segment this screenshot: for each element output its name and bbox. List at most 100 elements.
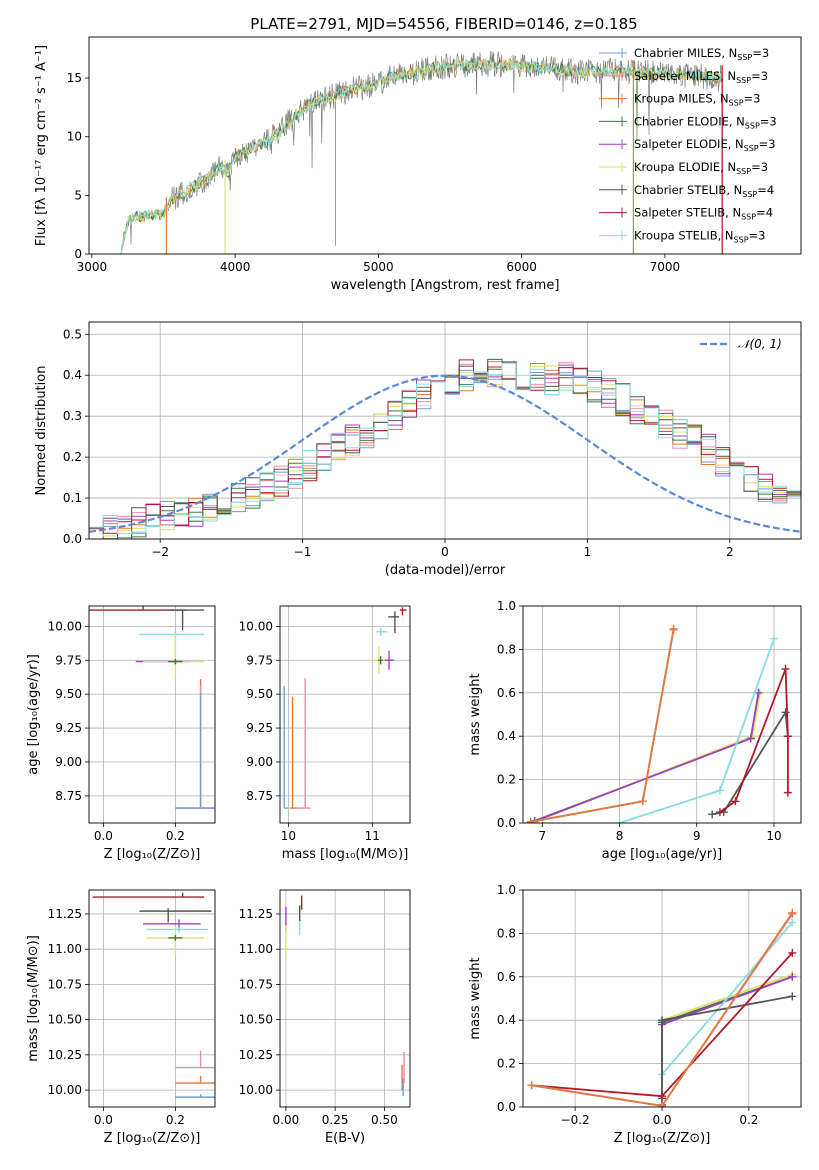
spectrum-legend-label: Salpeter MILES, NSSP=3 [634, 69, 768, 85]
weight-vs-z-ytick-label: 0.4 [497, 1013, 516, 1027]
mass-vs-z-ytick-label: 10.00 [48, 1083, 82, 1097]
weight-vs-age-marker [669, 624, 678, 633]
mass-vs-z-ytick-label: 10.75 [48, 977, 82, 991]
residuals-xtick-label: 0 [441, 545, 449, 559]
weight-vs-z-series-line [661, 975, 793, 1106]
age-vs-z-ytick-label: 10.00 [48, 619, 82, 633]
age-vs-mass-ytick-label: 9.50 [246, 687, 273, 701]
weight-vs-age-marker [783, 732, 792, 741]
age-vs-z-ytick-label: 9.00 [55, 755, 82, 769]
weight-vs-age-marker [754, 688, 763, 697]
spectrum-legend-label: Salpeter ELODIE, NSSP=3 [634, 137, 776, 153]
spectrum-model-line [120, 57, 722, 254]
age-vs-z-ylabel: age [log₁₀(age/yr)] [26, 654, 41, 775]
weight-vs-age-marker [715, 786, 724, 795]
weight-vs-z-ylabel: mass weight [468, 957, 483, 1039]
age-vs-z-plot [89, 606, 215, 809]
mass-vs-ebv-axes: 0.00 0.25 0.50 10.00 10.25 10.50 10.75 11.00 11.… [239, 890, 410, 1146]
gaussian-curve [89, 374, 801, 533]
weight-vs-age-marker [781, 708, 790, 717]
weight-vs-age-marker [783, 788, 792, 797]
weight-vs-age-series-line [530, 628, 675, 823]
weight-vs-z-marker [788, 972, 797, 981]
weight-vs-z-marker [788, 908, 797, 917]
weight-vs-z-frame [522, 889, 802, 1108]
residuals-xtick-label: 1 [584, 545, 592, 559]
spectrum-xlabel: wavelength [Angstrom, rest frame] [331, 278, 560, 293]
residuals-xlabel: (data-model)/error [385, 563, 506, 578]
age-vs-mass-ytick-label: 8.75 [246, 789, 273, 803]
residuals-frame [88, 321, 802, 540]
age-vs-mass-axes: 10 11 8.75 9.00 9.25 9.50 9.75 10.00 mass [log₁₀… [239, 606, 410, 862]
mass-vs-ebv-ytick-label: 11.25 [239, 907, 273, 921]
weight-vs-age-ytick-label: 0.2 [497, 773, 516, 787]
weight-vs-z-ytick-label: 0.8 [497, 926, 516, 940]
residuals-xtick-label: −1 [294, 545, 312, 559]
weight-vs-age-series-line [530, 629, 675, 823]
age-vs-z-frame [88, 605, 216, 824]
spectrum-xtick-label: 7000 [650, 260, 681, 274]
weight-vs-z-xlabel: Z [log₁₀(Z/Z⊙)] [614, 1131, 711, 1146]
mass-vs-ebv-ytick-label: 10.50 [239, 1013, 273, 1027]
spectrum-xtick-label: 5000 [363, 260, 394, 274]
weight-vs-age-series-line [719, 668, 789, 813]
age-vs-mass-ytick-label: 9.00 [246, 755, 273, 769]
mass-vs-ebv-ytick-label: 10.75 [239, 977, 273, 991]
weight-vs-z-ytick-label: 1.0 [497, 883, 516, 897]
weight-vs-z-xtick-label: 0.0 [652, 1113, 671, 1127]
spectrum-xtick-label: 3000 [77, 260, 108, 274]
mass-vs-ebv-frame [279, 889, 411, 1108]
mass-vs-z-ytick-label: 10.50 [48, 1013, 82, 1027]
weight-vs-age-ytick-label: 1.0 [497, 599, 516, 613]
age-vs-mass-xtick-label: 11 [365, 829, 380, 843]
mass-vs-z-plot [92, 892, 215, 1098]
spectrum-legend: Chabrier MILES, NSSP=3 Salpeter MILES, NS… [599, 46, 777, 244]
weight-vs-z-marker [788, 992, 797, 1001]
mass-vs-z-ytick-label: 11.00 [48, 942, 82, 956]
age-vs-mass-frame [279, 605, 411, 824]
weight-vs-z-xtick-label: 0.2 [739, 1113, 758, 1127]
mass-vs-ebv-xtick-label: 0.25 [322, 1113, 349, 1127]
age-vs-mass-ytick-label: 9.25 [246, 721, 273, 735]
residuals-ytick-label: 0.4 [63, 368, 82, 382]
weight-vs-age-frame [522, 605, 802, 824]
weight-vs-age-marker [746, 734, 755, 743]
mass-vs-z-xlabel: Z [log₁₀(Z/Z⊙)] [104, 1131, 201, 1146]
weight-vs-age-ytick-label: 0.4 [497, 729, 516, 743]
spectrum-model-line [120, 58, 722, 254]
weight-vs-z-ytick-label: 0.2 [497, 1057, 516, 1071]
spectrum-xtick-label: 4000 [220, 260, 251, 274]
spectrum-frame [88, 36, 802, 255]
weight-vs-z-series-line [661, 973, 793, 1106]
weight-vs-age-xtick-label: 10 [766, 829, 781, 843]
weight-vs-age-xtick-label: 9 [693, 829, 701, 843]
spectrum-legend-label: Chabrier STELIB, NSSP=4 [634, 183, 774, 199]
residuals-ytick-label: 0.2 [63, 450, 82, 464]
mass-vs-ebv-ytick-label: 10.00 [239, 1083, 273, 1097]
mass-vs-ebv-xtick-label: 0.00 [273, 1113, 300, 1127]
weight-vs-z-axes: −0.2 0.0 0.2 0.0 0.2 0.4 0.6 0.8 1.0 Z [log₁₀(Z/Z… [468, 883, 801, 1146]
weight-vs-age-series-line [530, 629, 675, 823]
spectrum-plot [120, 51, 723, 254]
age-vs-z-xtick-label: 0.0 [94, 829, 113, 843]
weight-vs-z-marker [658, 1092, 666, 1101]
weight-vs-age-marker [781, 664, 790, 673]
weight-vs-age-ytick-label: 0.8 [497, 642, 516, 656]
residuals-axes: −2 −1 0 1 2 0.0 0.1 0.2 0.3 0.4 0.5 (data-model)/er… [34, 322, 801, 578]
spectrum-legend-label: Kroupa ELODIE, NSSP=3 [634, 160, 768, 176]
mass-vs-z-axes: 0.0 0.2 10.00 10.25 10.50 10.75 11.00 11.25 Z [l… [26, 890, 215, 1146]
spectrum-ylabel: Flux [fλ 10⁻¹⁷ erg cm⁻² s⁻¹ A⁻¹] [34, 45, 49, 246]
spectrum-model-line [120, 57, 722, 254]
weight-vs-age-ylabel: mass weight [468, 673, 483, 755]
age-vs-z-axes: 0.0 0.2 8.75 9.00 9.25 9.50 9.75 10.00 Z [log₁₀(… [26, 606, 215, 862]
age-vs-z-ytick-label: 9.75 [55, 653, 82, 667]
residuals-ytick-label: 0.0 [63, 532, 82, 546]
age-vs-mass-ytick-label: 10.00 [239, 619, 273, 633]
weight-vs-z-marker [788, 918, 797, 927]
residuals-plot [89, 358, 801, 539]
weight-vs-age-axes: 7 8 9 10 0.0 0.2 0.4 0.6 0.8 1.0 age [log₁₀(age/yr… [468, 599, 801, 862]
mass-vs-z-xtick-label: 0.2 [166, 1113, 185, 1127]
age-vs-mass-plot [283, 607, 407, 809]
mass-vs-ebv-ytick-label: 10.25 [239, 1048, 273, 1062]
